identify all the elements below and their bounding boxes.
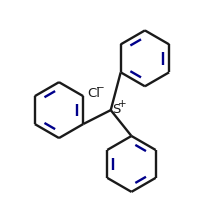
Text: Cl: Cl	[87, 87, 99, 100]
Text: −: −	[95, 83, 104, 93]
Text: S: S	[111, 103, 119, 116]
Text: +: +	[117, 99, 126, 109]
